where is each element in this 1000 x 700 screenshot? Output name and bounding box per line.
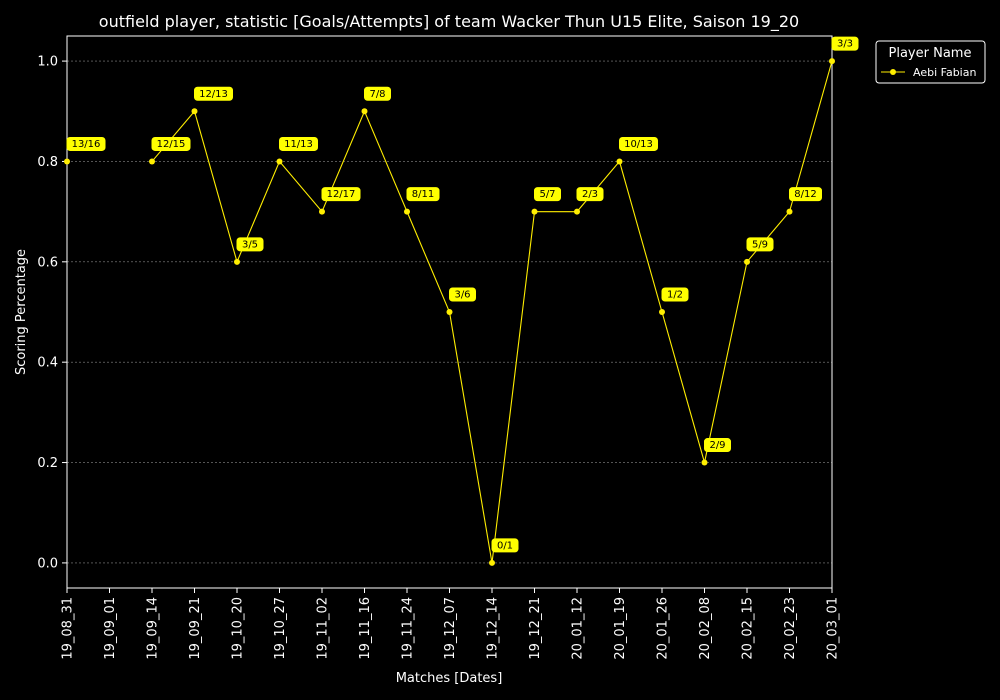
data-label: 0/1 (497, 540, 513, 551)
data-label-box (789, 187, 822, 202)
data-point (234, 258, 240, 265)
data-label: 12/13 (199, 89, 228, 100)
data-label-box (449, 287, 476, 302)
data-label: 10/13 (624, 139, 653, 150)
y-tick-label: 0.2 (37, 456, 58, 471)
x-tick-label: 19_11_24 (401, 597, 416, 660)
data-label-box (619, 136, 658, 151)
data-point (404, 208, 410, 215)
data-label-layer: 13/16 12/15 12/13 3/5 11/13 12/17 7/8 8/11 3/6 0/… (66, 36, 859, 553)
data-label: 5/9 (752, 239, 768, 250)
y-tick-label: 0.4 (37, 356, 58, 371)
data-label: 3/6 (454, 290, 470, 301)
data-point (319, 208, 325, 215)
x-tick-label: 19_08_31 (61, 597, 76, 660)
x-tick-label: 20_01_19 (613, 597, 628, 660)
data-point (64, 158, 70, 165)
x-tick-label: 19_09_01 (103, 597, 118, 660)
data-label-box (151, 136, 191, 151)
data-label-box (704, 438, 731, 453)
x-tick-label: 19_12_07 (443, 597, 458, 660)
data-label: 7/8 (369, 89, 385, 100)
x-tick-label: 19_11_16 (358, 597, 373, 660)
y-axis-title: Scoring Percentage (14, 249, 29, 375)
legend-series-name: Aebi Fabian (913, 66, 976, 79)
data-point (446, 309, 453, 315)
data-point (276, 158, 283, 165)
data-point (191, 108, 198, 115)
data-label-box (746, 237, 774, 252)
x-axis-title: Matches [Dates] (396, 671, 503, 686)
data-label: 2/9 (709, 440, 725, 451)
data-label-box (364, 86, 391, 101)
data-point (531, 208, 538, 215)
x-tick-label: 19_10_27 (273, 597, 288, 660)
y-tick-label: 0.0 (37, 556, 58, 571)
y-tick-label: 0.6 (37, 255, 58, 270)
data-label-box (194, 86, 233, 101)
data-label: 1/2 (667, 290, 683, 301)
data-point (659, 309, 665, 315)
data-label-box (236, 237, 264, 252)
x-tick-label: 20_01_26 (656, 597, 671, 660)
data-label: 5/7 (539, 189, 555, 200)
x-tick-label: 19_12_21 (528, 597, 543, 660)
data-label: 8/11 (412, 189, 434, 200)
data-label: 2/3 (582, 189, 598, 200)
data-point (616, 158, 623, 165)
data-point (574, 208, 580, 215)
x-tick-label: 19_09_21 (188, 597, 203, 660)
x-tick-label: 19_12_14 (486, 597, 501, 660)
data-label-box (576, 187, 604, 202)
x-tick-label: 20_02_23 (783, 597, 798, 660)
x-tick-label: 19_09_14 (146, 597, 161, 660)
data-label-box (661, 287, 689, 302)
data-label-box (321, 187, 361, 202)
x-tick-label: 20_03_01 (826, 597, 841, 660)
y-axis: 0.0 0.2 0.4 0.6 0.8 1.0 (37, 55, 67, 571)
data-label: 13/16 (72, 139, 101, 150)
data-label: 3/3 (837, 39, 853, 50)
data-label-box (279, 136, 318, 151)
data-point (701, 459, 708, 466)
data-label: 8/12 (794, 189, 816, 200)
legend-series-marker (890, 69, 896, 75)
data-label-box (491, 538, 519, 553)
data-label: 3/5 (242, 239, 258, 250)
y-tick-label: 0.8 (37, 155, 58, 170)
series-layer (64, 58, 835, 566)
data-point (786, 208, 793, 215)
data-point (489, 559, 495, 566)
data-point (829, 58, 835, 65)
chart-title: outfield player, statistic [Goals/Attemp… (99, 12, 799, 32)
legend-title: Player Name (889, 46, 972, 61)
x-tick-label: 19_11_02 (316, 597, 331, 660)
data-label-box (534, 187, 561, 202)
x-tick-label: 20_02_15 (741, 597, 756, 660)
x-tick-label: 20_01_12 (571, 597, 586, 660)
data-point (744, 258, 750, 265)
data-label: 12/15 (157, 139, 186, 150)
data-point (361, 108, 368, 115)
data-label: 12/17 (327, 189, 356, 200)
x-axis: 19_08_31 19_09_01 19_09_14 19_09_21 19_10_20… (61, 588, 841, 660)
data-point (149, 158, 155, 165)
data-label-box (831, 36, 859, 51)
x-tick-label: 20_02_08 (698, 597, 713, 660)
data-label: 11/13 (284, 139, 313, 150)
x-tick-label: 19_10_20 (231, 597, 246, 660)
data-label-box (66, 136, 106, 151)
y-tick-label: 1.0 (37, 55, 58, 70)
data-label-box (406, 187, 440, 202)
legend: Player Name Aebi Fabian (875, 40, 986, 84)
